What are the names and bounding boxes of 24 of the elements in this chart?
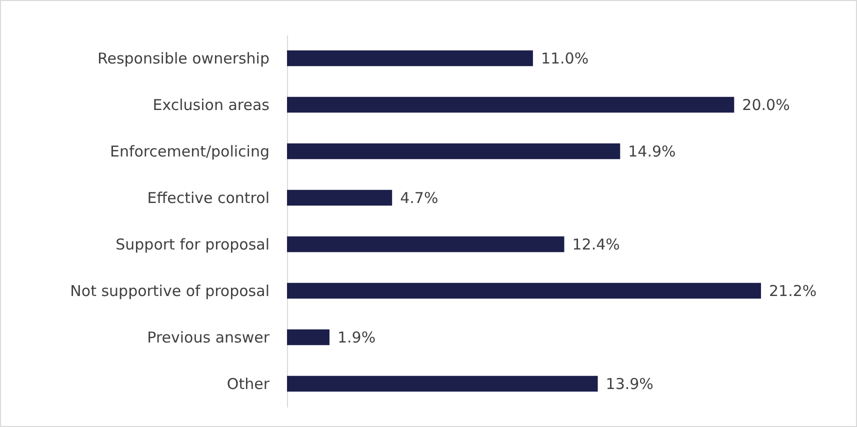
bar xyxy=(287,96,734,113)
y-tick-label: Enforcement/policing xyxy=(110,142,270,160)
data-label: 21.2% xyxy=(769,282,817,300)
bar xyxy=(287,236,564,252)
y-tick-label: Support for proposal xyxy=(116,235,270,254)
data-label: 13.9% xyxy=(606,374,654,393)
data-label: 20.0% xyxy=(742,96,790,114)
bar xyxy=(287,143,620,160)
bar xyxy=(287,50,533,66)
y-tick-label: Responsible ownership xyxy=(97,49,270,68)
data-label: 1.9% xyxy=(337,328,376,346)
bar xyxy=(287,376,598,392)
bar xyxy=(287,190,392,206)
y-tick-label: Previous answer xyxy=(147,328,270,346)
data-label: 4.7% xyxy=(400,188,438,207)
y-tick-label: Exclusion areas xyxy=(152,96,270,114)
data-label: 11.0% xyxy=(540,49,589,68)
bar xyxy=(287,282,761,299)
data-label: 12.4% xyxy=(572,235,620,254)
y-tick-label: Effective control xyxy=(147,188,270,207)
bar xyxy=(287,329,330,346)
y-tick-label: Other xyxy=(226,374,270,393)
data-label: 14.9% xyxy=(628,142,676,160)
y-tick-label: Not supportive of proposal xyxy=(70,282,270,300)
